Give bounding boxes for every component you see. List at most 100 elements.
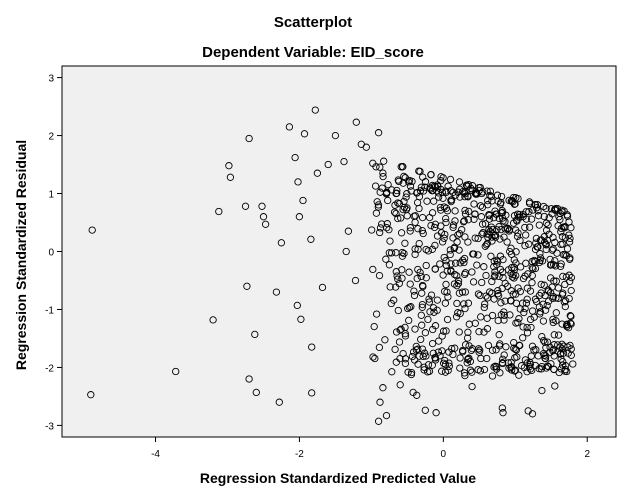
plot-area — [61, 65, 617, 438]
data-point — [442, 280, 450, 289]
data-point — [434, 348, 443, 356]
data-point — [392, 268, 400, 276]
data-point — [515, 371, 523, 379]
data-point — [307, 235, 315, 243]
data-point — [510, 344, 518, 352]
data-point — [558, 232, 567, 241]
data-point — [506, 311, 514, 319]
data-point — [471, 234, 479, 242]
data-point — [490, 214, 498, 222]
data-point — [536, 308, 544, 316]
data-point — [557, 224, 566, 233]
data-point — [431, 220, 440, 228]
data-point — [456, 364, 464, 372]
data-point — [461, 206, 469, 215]
data-point — [427, 221, 435, 230]
data-point — [395, 200, 404, 208]
data-point — [548, 246, 556, 254]
data-point — [373, 198, 381, 206]
data-point — [540, 212, 548, 221]
data-point — [428, 209, 437, 217]
data-point — [437, 173, 445, 181]
data-point — [428, 339, 437, 348]
data-point — [226, 173, 235, 181]
data-point — [468, 368, 476, 376]
data-point — [386, 237, 394, 245]
data-point — [546, 274, 555, 282]
data-point — [559, 240, 567, 248]
data-point — [554, 294, 562, 302]
data-point — [245, 134, 253, 143]
data-point — [483, 354, 491, 363]
data-point — [464, 238, 472, 246]
data-point — [525, 240, 533, 248]
data-point — [393, 272, 401, 280]
data-point — [508, 263, 516, 272]
data-point — [502, 211, 510, 219]
data-point — [252, 388, 260, 397]
data-point — [470, 215, 478, 223]
data-point — [526, 315, 535, 324]
data-point — [463, 334, 472, 342]
data-point — [431, 241, 439, 250]
data-point — [537, 280, 545, 289]
data-point — [426, 184, 434, 192]
x-axis-title: Regression Standardized Predicted Value — [200, 470, 476, 486]
data-point — [521, 242, 529, 250]
data-point — [395, 338, 404, 346]
data-point — [558, 208, 566, 216]
data-point — [313, 169, 322, 177]
data-point — [418, 213, 427, 222]
data-point — [492, 365, 501, 373]
data-point — [295, 213, 304, 221]
data-point — [494, 286, 502, 295]
data-point — [554, 347, 562, 355]
data-point — [513, 353, 521, 361]
data-point — [372, 310, 381, 318]
data-point — [529, 265, 537, 273]
data-point — [421, 406, 429, 414]
data-point — [542, 240, 550, 248]
data-point — [402, 193, 410, 201]
data-point — [418, 226, 426, 235]
data-point — [429, 325, 437, 334]
data-point — [539, 300, 547, 308]
data-point — [411, 218, 419, 226]
data-point — [507, 287, 515, 295]
data-point — [382, 255, 390, 263]
data-point — [439, 327, 448, 335]
data-point — [424, 247, 432, 255]
data-point — [494, 197, 502, 205]
data-point — [527, 323, 535, 332]
data-point — [516, 263, 525, 271]
data-point — [456, 309, 464, 318]
data-point — [380, 157, 388, 165]
data-point — [397, 163, 405, 171]
data-point — [492, 210, 500, 218]
data-point — [566, 234, 574, 243]
data-point — [559, 357, 567, 366]
data-point — [478, 220, 487, 228]
data-point — [552, 309, 560, 317]
data-point — [259, 213, 268, 221]
data-point — [475, 348, 483, 356]
data-point — [528, 271, 536, 280]
data-point — [375, 271, 384, 280]
data-point — [275, 398, 283, 406]
data-point — [481, 300, 489, 308]
data-point — [243, 282, 251, 290]
data-point — [550, 331, 558, 339]
data-point — [401, 323, 409, 332]
data-point — [561, 297, 570, 305]
data-point — [484, 201, 492, 209]
data-point — [461, 288, 469, 296]
data-point — [396, 381, 404, 389]
data-point — [498, 359, 507, 367]
data-point — [524, 270, 532, 278]
data-point — [442, 218, 450, 227]
data-point — [418, 345, 427, 353]
data-point — [537, 289, 545, 297]
data-point — [261, 220, 270, 228]
data-point — [445, 359, 453, 367]
data-point — [391, 345, 399, 354]
